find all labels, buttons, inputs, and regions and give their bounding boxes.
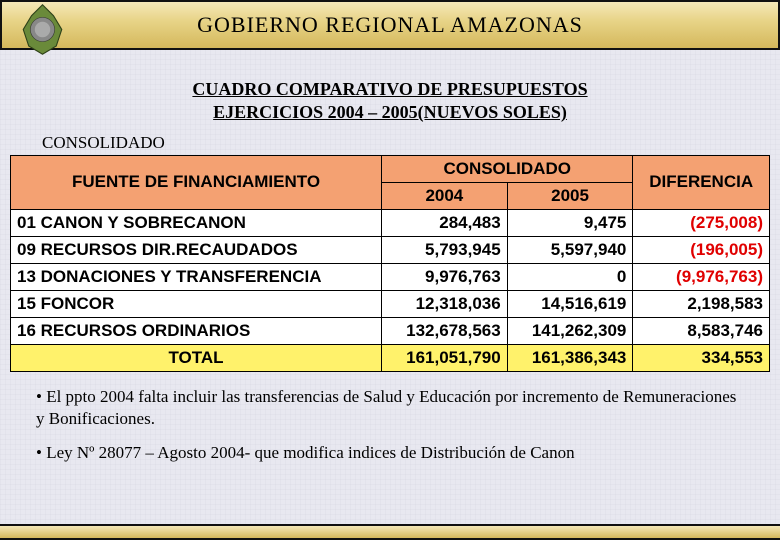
cell-label: 13 DONACIONES Y TRANSFERENCIA [11, 263, 382, 290]
col-diferencia: DIFERENCIA [633, 155, 770, 209]
subtitle: CUADRO COMPARATIVO DE PRESUPUESTOS EJERC… [0, 78, 780, 125]
cell-diff: (9,976,763) [633, 263, 770, 290]
total-diff: 334,553 [633, 344, 770, 371]
note-1: • El ppto 2004 falta incluir las transfe… [36, 386, 744, 430]
subtitle-line2: EJERCICIOS 2004 – 2005(NUEVOS SOLES) [213, 102, 567, 122]
cell-label: 01 CANON Y SOBRECANON [11, 209, 382, 236]
header-bar: GOBIERNO REGIONAL AMAZONAS [0, 0, 780, 50]
cell-2005: 14,516,619 [507, 290, 633, 317]
table-row: 01 CANON Y SOBRECANON 284,483 9,475 (275… [11, 209, 770, 236]
region-logo [12, 2, 72, 57]
total-label: TOTAL [11, 344, 382, 371]
cell-2004: 5,793,945 [382, 236, 508, 263]
section-label: CONSOLIDADO [42, 133, 780, 153]
col-2004: 2004 [382, 182, 508, 209]
cell-diff: (196,005) [633, 236, 770, 263]
col-2005: 2005 [507, 182, 633, 209]
cell-2005: 9,475 [507, 209, 633, 236]
table-row: 16 RECURSOS ORDINARIOS 132,678,563 141,2… [11, 317, 770, 344]
cell-diff: (275,008) [633, 209, 770, 236]
total-2005: 161,386,343 [507, 344, 633, 371]
cell-label: 15 FONCOR [11, 290, 382, 317]
total-row: TOTAL 161,051,790 161,386,343 334,553 [11, 344, 770, 371]
table-row: 15 FONCOR 12,318,036 14,516,619 2,198,58… [11, 290, 770, 317]
cell-label: 09 RECURSOS DIR.RECAUDADOS [11, 236, 382, 263]
table-body: 01 CANON Y SOBRECANON 284,483 9,475 (275… [11, 209, 770, 344]
col-consolidado: CONSOLIDADO [382, 155, 633, 182]
cell-2005: 0 [507, 263, 633, 290]
cell-diff: 2,198,583 [633, 290, 770, 317]
cell-diff: 8,583,746 [633, 317, 770, 344]
budget-table-wrap: FUENTE DE FINANCIAMIENTO CONSOLIDADO DIF… [10, 155, 770, 372]
cell-2004: 284,483 [382, 209, 508, 236]
cell-2004: 12,318,036 [382, 290, 508, 317]
cell-2004: 9,976,763 [382, 263, 508, 290]
subtitle-line1: CUADRO COMPARATIVO DE PRESUPUESTOS [192, 79, 587, 99]
col-fuente: FUENTE DE FINANCIAMIENTO [11, 155, 382, 209]
cell-2004: 132,678,563 [382, 317, 508, 344]
footer-bar [0, 524, 780, 540]
budget-table: FUENTE DE FINANCIAMIENTO CONSOLIDADO DIF… [10, 155, 770, 372]
total-2004: 161,051,790 [382, 344, 508, 371]
note-2: • Ley Nº 28077 – Agosto 2004- que modifi… [36, 442, 744, 464]
cell-2005: 141,262,309 [507, 317, 633, 344]
header-title: GOBIERNO REGIONAL AMAZONAS [2, 12, 778, 38]
footnotes: • El ppto 2004 falta incluir las transfe… [36, 386, 744, 464]
table-row: 09 RECURSOS DIR.RECAUDADOS 5,793,945 5,5… [11, 236, 770, 263]
cell-2005: 5,597,940 [507, 236, 633, 263]
table-row: 13 DONACIONES Y TRANSFERENCIA 9,976,763 … [11, 263, 770, 290]
cell-label: 16 RECURSOS ORDINARIOS [11, 317, 382, 344]
